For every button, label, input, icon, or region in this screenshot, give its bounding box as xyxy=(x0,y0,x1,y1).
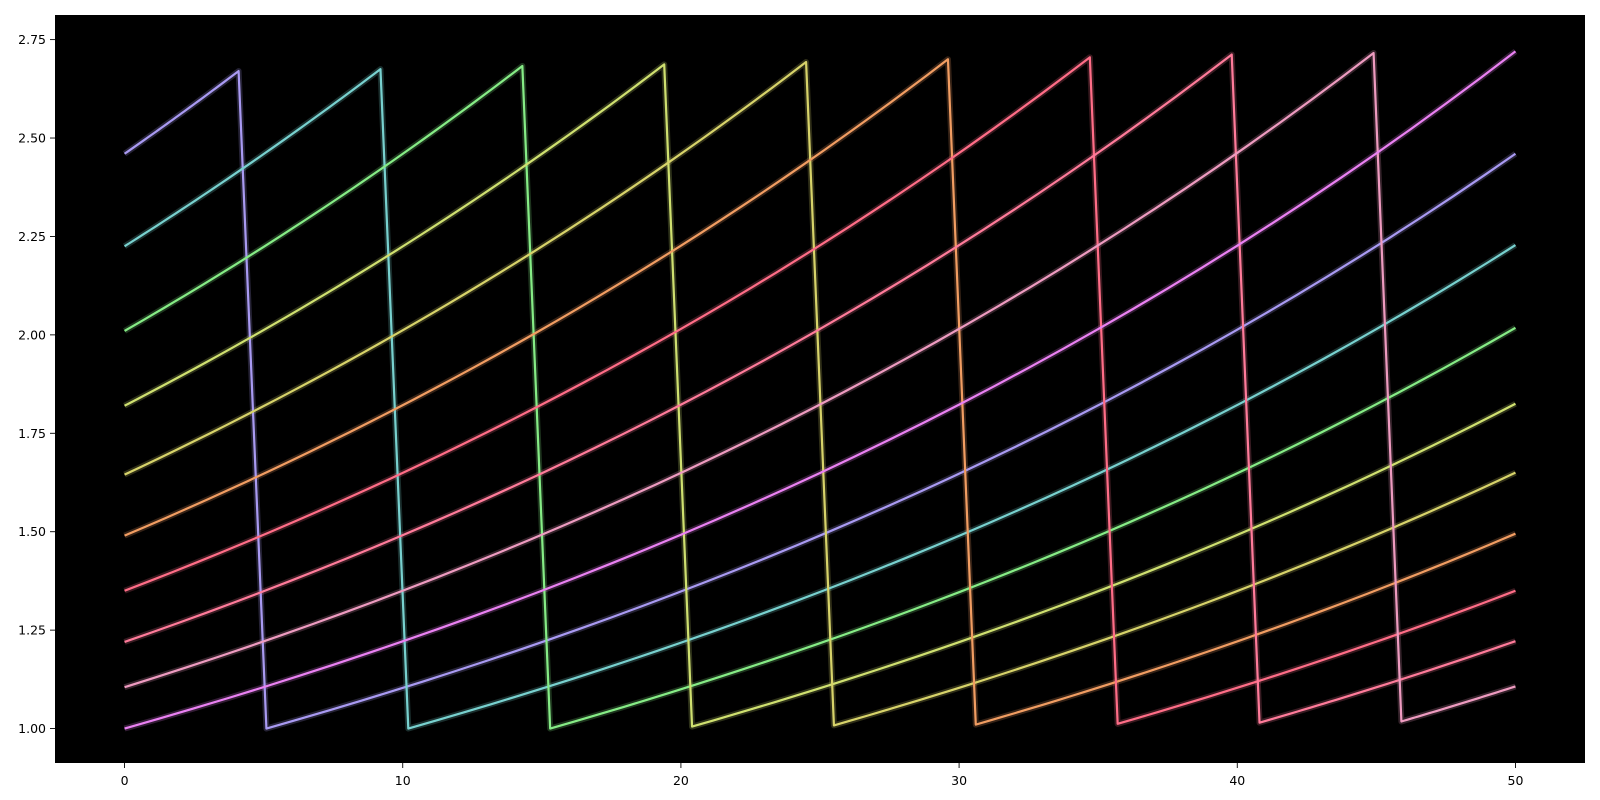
series-6-line xyxy=(124,58,1516,726)
series-9-line xyxy=(124,51,1516,723)
series-2-line xyxy=(123,68,1517,730)
series-1-line xyxy=(123,70,1517,730)
y-tick-label: 1.00 xyxy=(18,721,46,736)
series-layer xyxy=(123,50,1517,730)
x-tick-label: 10 xyxy=(395,773,411,788)
y-tick-label: 2.75 xyxy=(18,32,46,47)
series-5-line xyxy=(124,60,1516,727)
axes: 0 10 20 30 40 50 1.00 1.25 1.50 1.75 2.00 2.25 2.50 2… xyxy=(18,32,1523,788)
y-tick-label: 1.75 xyxy=(18,426,46,441)
x-tick-label: 30 xyxy=(951,773,967,788)
x-tick-label: 20 xyxy=(673,773,689,788)
series-3-line xyxy=(124,64,1516,730)
x-tick-label: 40 xyxy=(1229,773,1245,788)
series-7-line xyxy=(124,56,1516,725)
y-tick-label: 2.00 xyxy=(18,327,46,342)
y-tick-label: 1.25 xyxy=(18,623,46,638)
y-tick-label: 1.50 xyxy=(18,524,46,539)
series-8-line xyxy=(124,53,1516,724)
y-tick-label: 2.50 xyxy=(18,131,46,146)
series-4-line xyxy=(124,63,1516,728)
x-tick-label: 50 xyxy=(1508,773,1524,788)
y-tick-label: 2.25 xyxy=(18,229,46,244)
series-10-line xyxy=(124,50,1517,730)
x-tick-label: 0 xyxy=(121,773,129,788)
